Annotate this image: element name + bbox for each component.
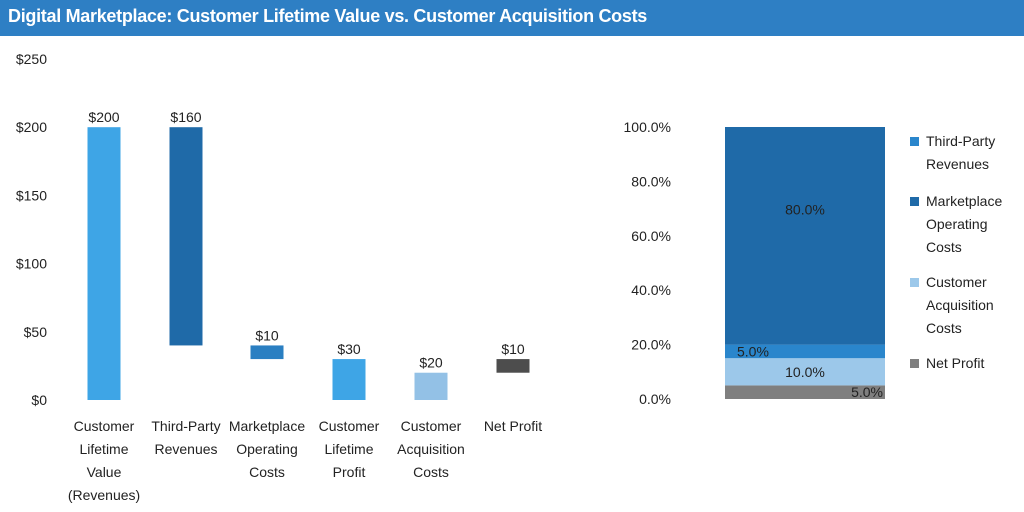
data-label: $200 xyxy=(88,109,119,125)
legend-label: Acquisition xyxy=(926,297,994,313)
legend-label: Revenues xyxy=(926,156,990,172)
category-label: Marketplace xyxy=(229,418,305,434)
y-tick-label: $0 xyxy=(31,392,47,408)
legend-item: Marketplace Operating Costs xyxy=(910,190,1020,259)
stacked-segment xyxy=(725,127,885,345)
legend-label: Operating xyxy=(926,216,988,232)
legend-label: Customer xyxy=(926,274,987,290)
category-label: Profit xyxy=(333,464,366,480)
stacked-segment xyxy=(725,385,885,399)
segment-label: 5.0% xyxy=(851,384,883,400)
legend-swatch xyxy=(910,197,919,206)
category-label: Customer xyxy=(74,418,135,434)
legend-swatch xyxy=(910,137,919,146)
category-label: Revenues xyxy=(154,441,217,457)
y-tick-label: 80.0% xyxy=(631,173,671,189)
y-tick-label: 100.0% xyxy=(624,119,671,135)
waterfall-bar xyxy=(332,359,366,400)
legend-label: Costs xyxy=(926,239,962,255)
category-label: Lifetime xyxy=(324,441,373,457)
category-label: Costs xyxy=(413,464,449,480)
waterfall-bar xyxy=(169,127,203,346)
stacked-segment xyxy=(725,344,885,359)
data-label: $30 xyxy=(337,341,361,357)
legend-item: Third-Party Revenues xyxy=(910,130,1020,176)
category-label: Lifetime xyxy=(79,441,128,457)
segment-label: 5.0% xyxy=(737,343,769,359)
y-tick-label: 40.0% xyxy=(631,282,671,298)
category-label: Third-Party xyxy=(151,418,220,434)
legend-label: Marketplace xyxy=(926,193,1003,209)
y-tick-label: 20.0% xyxy=(631,337,671,353)
category-label: Customer xyxy=(401,418,462,434)
category-label: (Revenues) xyxy=(68,487,140,503)
y-tick-label: $200 xyxy=(16,119,47,135)
segment-label: 10.0% xyxy=(785,364,825,380)
chart-title: Digital Marketplace: Customer Lifetime V… xyxy=(8,6,647,26)
waterfall-bar xyxy=(414,372,448,400)
legend-swatch xyxy=(910,278,919,287)
y-tick-label: $250 xyxy=(16,51,47,67)
legend-item: Customer Acquisition Costs xyxy=(910,271,1020,340)
data-label: $10 xyxy=(501,341,525,357)
legend: Third-Party Revenues Marketplace Operating C… xyxy=(910,130,1020,375)
y-tick-label: 60.0% xyxy=(631,228,671,244)
waterfall-bar xyxy=(87,127,121,400)
stacked-segment xyxy=(725,358,885,386)
legend-label: Net Profit xyxy=(926,355,985,371)
category-label: Net Profit xyxy=(484,418,542,434)
data-label: $20 xyxy=(419,355,443,371)
title-bar: Digital Marketplace: Customer Lifetime V… xyxy=(0,0,1024,36)
legend-swatch xyxy=(910,359,919,368)
legend-label: Third-Party xyxy=(926,133,996,149)
data-label: $10 xyxy=(255,327,279,343)
y-tick-label: $50 xyxy=(24,324,48,340)
category-label: Customer xyxy=(319,418,380,434)
category-label: Operating xyxy=(236,441,297,457)
category-label: Costs xyxy=(249,464,285,480)
segment-label: 80.0% xyxy=(785,202,825,218)
category-label: Value xyxy=(87,464,122,480)
data-label: $160 xyxy=(170,109,201,125)
waterfall-bar xyxy=(496,359,530,373)
category-label: Acquisition xyxy=(397,441,465,457)
legend-item: Net Profit xyxy=(910,352,1020,375)
y-tick-label: 0.0% xyxy=(639,391,671,407)
y-tick-label: $100 xyxy=(16,256,47,272)
waterfall-bar xyxy=(250,345,284,360)
legend-label: Costs xyxy=(926,320,962,336)
y-tick-label: $150 xyxy=(16,187,47,203)
